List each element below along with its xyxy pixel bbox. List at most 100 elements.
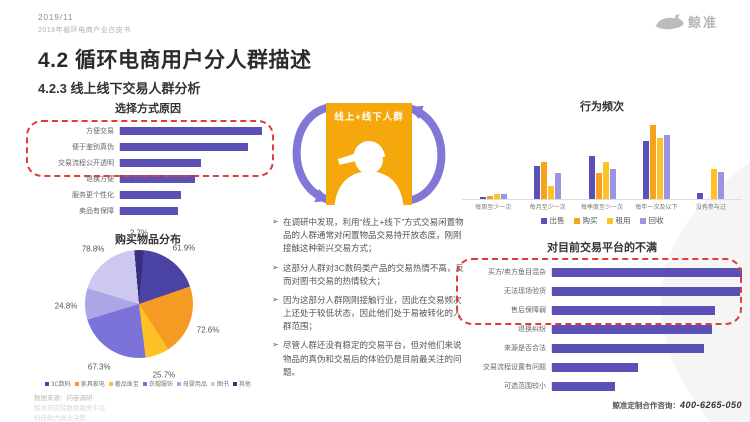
bar [552,267,742,277]
bar-track [119,207,262,215]
dissatisfaction-bar-rows: 买方/卖方鱼目混杂无法现场验货售后保障弱退换纠纷来源是否合法交易流程设置有问题可… [456,258,742,395]
bar-row: 来源是否合法 [462,338,742,357]
bar [120,207,179,215]
bar [552,324,712,334]
bar-label: 来源是否合法 [504,344,546,352]
bar-label: 便于鉴别真伪 [72,144,114,151]
bar [120,159,201,167]
bar-group [684,169,738,199]
bar [120,127,262,135]
bar-track [119,191,262,199]
bar [120,143,248,151]
insight-bullet: ➢ 这部分人群对3C数码类产品的交易热情不高，反而对图书交易的热情较大； [272,262,466,288]
bar-track [551,343,742,353]
insight-bullet: ➢ 尽管人群还没有稳定的交易平台，但对他们来说物品的真伪和交易后的体验仍是目前最关… [272,339,466,379]
bar [588,156,595,199]
bar [552,305,716,315]
bar [609,169,616,199]
bar-label: 可选范围较小 [504,382,546,390]
pie-legend: 3C数码 家具家电 奢品珠宝 衣帽服饰 母婴用品 图书 其他 [34,379,262,388]
pie-legend-label: 奢品珠宝 [114,382,139,388]
legend-swatch [606,217,613,224]
person-silhouette-icon [334,141,404,205]
legend-label: 租用 [615,216,631,225]
bar-label: 交易流程设置有问题 [483,363,546,371]
pie-legend-label: 图书 [216,382,229,388]
bar-track [551,305,742,315]
bar-track [119,127,262,135]
bullet-text: 这部分人群对3C数码类产品的交易热情不高，反而对图书交易的热情较大； [283,262,464,286]
page-subtitle: 4.2.3 线上线下交易人群分析 [38,81,201,96]
bar-group [520,161,574,199]
pie-percent-label: 72.6% [196,325,220,335]
bullet-marker-icon: ➢ [272,262,279,272]
bullet-marker-icon: ➢ [272,340,279,350]
pie-legend-item: 3C数码 [45,379,71,388]
reasons-bar-chart: 方便交易便于鉴别真伪交易流程公开透明退换方便服务更个性化卖品有保障 [26,120,274,219]
legend-label: 购买 [582,216,598,225]
pie-legend-item: 衣帽服饰 [142,379,173,388]
pie-percent-label: 25.7% [152,370,176,380]
whale-icon [655,13,684,29]
bar [534,166,541,199]
legend-label: 出售 [549,216,565,225]
bar [486,195,493,199]
left-column: 选择方式原因 方便交易 便于鉴别真伪 交易流程公开透明 退换方便 服务更个性化 卖品有保障… [26,100,274,422]
pie-percent-label: 2.7% [129,228,149,238]
pie-legend-item: 奢品珠宝 [108,379,139,388]
frequency-legend: 出售 购买 租用 回收 [462,215,742,226]
bar [711,169,718,199]
bar [548,185,555,199]
bar-label: 退换纠纷 [518,325,546,333]
bar-label: 买方/卖方鱼目混杂 [488,268,546,276]
bar-row: 便于鉴别真伪 [34,139,262,155]
bar-track [551,362,742,372]
bar-track [551,381,742,391]
frequency-chart-title: 行为频次 [580,101,624,113]
footnote-line: 鲸准研究院数据服务平台 [34,404,106,412]
bar-row: 售后保障弱 [462,300,742,319]
right-column: 行为频次 每周至少一次 每月至少一次 每季度至少一次 每年一次及以下 没有参与过 出售 购… [456,98,742,411]
purchase-distribution-chart: 购买物品分布 2.7% 61.9% 72.6% 25.7% 67.3% 24.8% 78.8… [34,228,262,380]
bar-label: 售后保障弱 [511,306,546,314]
bar-row: 卖品有保障 [34,203,262,219]
pie-percent-label: 24.8% [54,301,78,311]
pie-legend-swatch [108,381,113,386]
x-axis-label: 每年一次及以下 [635,205,678,211]
frequency-grouped-bar-chart [462,121,742,200]
bar-label: 服务更个性化 [72,192,114,199]
bar-track [551,286,742,296]
pie-legend-label: 3C数码 [51,382,71,388]
bar-row: 退换纠纷 [462,319,742,338]
pie-legend-item: 其他 [232,379,251,388]
legend-swatch [540,217,547,224]
dissatisfaction-chart: 对目前交易平台的不满 买方/卖方鱼目混杂无法现场验货售后保障弱退换纠纷来源是否合… [456,239,742,395]
bar-row: 退换方便 [34,171,262,187]
bar-row: 可选范围较小 [462,376,742,395]
bar [718,171,725,199]
footnote-line: 科技助力商业决策 [34,414,86,422]
pie-legend-item: 家具家电 [74,379,105,388]
page-title: 4.2 循环电商用户分人群描述 [38,49,312,72]
pie-chart-title: 购买物品分布 [115,234,181,246]
bar-row: 无法现场验货 [462,281,742,300]
legend-item: 出售 [540,215,565,226]
bar-track [119,175,262,183]
x-axis-label: 每周至少一次 [475,205,512,211]
x-axis-label: 每季度至少一次 [581,205,624,211]
bar-label: 交易流程公开透明 [58,160,114,167]
cycle-graphic: 线上+线下人群 [272,100,466,208]
header-date: 2019/11 [38,13,74,22]
dissatisfaction-chart-title: 对目前交易平台的不满 [547,242,657,254]
bar-row: 服务更个性化 [34,187,262,203]
brand-logo: 鲸准 [654,12,718,31]
bar [595,173,602,199]
bar-group [466,194,520,199]
bar [493,194,500,199]
bar-row: 交易流程公开透明 [34,155,262,171]
bar-label: 方便交易 [86,128,114,135]
bar [555,173,562,199]
bar [552,286,741,296]
contact-line: 鲸准定制合作咨询：400-6265-050 [462,400,742,411]
pie-legend-label: 母婴用品 [182,382,207,388]
